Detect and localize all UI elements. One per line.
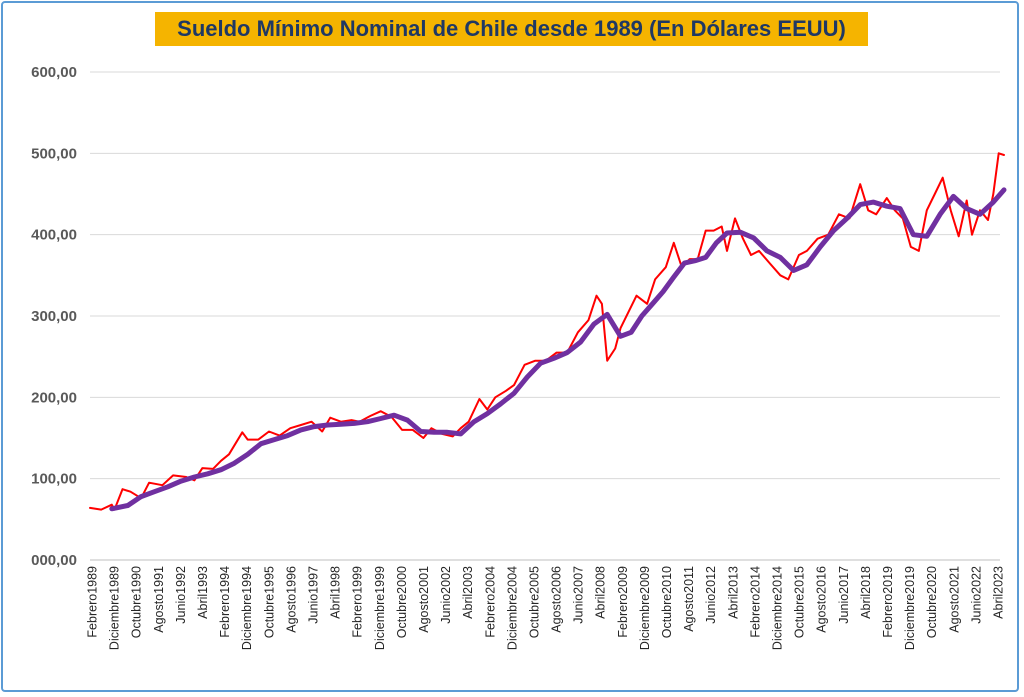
y-tick-label: 400,00: [31, 227, 77, 244]
x-tick-label: Junio2017: [837, 566, 851, 624]
x-tick-label: Abril1998: [329, 566, 343, 619]
chart-title-background: [155, 12, 868, 46]
x-tick-label: Abril2013: [726, 566, 740, 619]
x-tick-label: Junio2022: [969, 566, 983, 624]
x-tick-label: Diciembre2019: [903, 566, 917, 650]
x-tick-label: Agosto1996: [284, 566, 298, 633]
gridlines: [90, 71, 1000, 561]
x-tick-label: Diciembre1999: [373, 566, 387, 650]
x-tick-label: Agosto2021: [947, 566, 961, 633]
y-tick-label: 600,00: [31, 64, 77, 81]
x-tick-label: Octubre2000: [395, 566, 409, 638]
x-tick-label: Febrero2019: [881, 566, 895, 638]
x-tick-label: Agosto2016: [815, 566, 829, 633]
x-tick-label: Octubre2020: [925, 566, 939, 638]
x-tick-label: Junio2007: [572, 566, 586, 624]
x-tick-label: Diciembre2009: [638, 566, 652, 650]
x-tick-label: Agosto2001: [417, 566, 431, 633]
x-tick-label: Agosto1991: [152, 566, 166, 633]
y-tick-label: 000,00: [31, 552, 77, 569]
y-tick-label: 200,00: [31, 389, 77, 406]
x-tick-label: Junio2002: [439, 566, 453, 624]
x-tick-label: Abril2023: [992, 566, 1006, 619]
x-tick-label: Febrero2009: [616, 566, 630, 638]
x-tick-label: Octubre2005: [528, 566, 542, 638]
series-line-red: [89, 152, 1005, 511]
x-tick-label: Abril2018: [859, 566, 873, 619]
x-axis-tick-labels: Febrero1989 Diciembre1989 Octubre1990 Agost…: [86, 566, 1006, 650]
chart-title: Sueldo Mínimo Nominal de Chile desde 198…: [177, 16, 846, 41]
x-tick-label: Agosto2006: [550, 566, 564, 633]
x-tick-label: Febrero1989: [86, 566, 100, 638]
y-tick-label: 500,00: [31, 145, 77, 162]
x-tick-label: Octubre1995: [262, 566, 276, 638]
x-tick-label: Febrero1994: [218, 566, 232, 638]
x-tick-label: Diciembre2014: [771, 566, 785, 650]
x-tick-label: Junio1992: [174, 566, 188, 624]
x-tick-label: Abril1993: [196, 566, 210, 619]
y-tick-label: 300,00: [31, 308, 77, 325]
series-line-purple: [109, 187, 1007, 512]
x-tick-label: Octubre2010: [660, 566, 674, 638]
x-tick-label: Diciembre1994: [240, 566, 254, 650]
x-tick-label: Octubre1990: [130, 566, 144, 638]
x-tick-label: Octubre2015: [793, 566, 807, 638]
x-tick-label: Junio1997: [307, 566, 321, 624]
series-lines: [89, 152, 1007, 512]
x-tick-label: Febrero1999: [351, 566, 365, 638]
x-tick-label: Febrero2014: [748, 566, 762, 638]
x-tick-label: Abril2008: [594, 566, 608, 619]
x-tick-label: Agosto2011: [682, 566, 696, 632]
x-tick-label: Abril2003: [461, 566, 475, 619]
x-tick-label: Diciembre1989: [108, 566, 122, 650]
y-axis-tick-labels: 000,00 100,00 200,00 300,00 400,00 500,00 600,…: [31, 64, 77, 569]
x-tick-label: Diciembre2004: [505, 566, 519, 650]
y-tick-label: 100,00: [31, 471, 77, 488]
x-tick-label: Febrero2004: [483, 566, 497, 638]
x-tick-label: Junio2012: [704, 566, 718, 624]
